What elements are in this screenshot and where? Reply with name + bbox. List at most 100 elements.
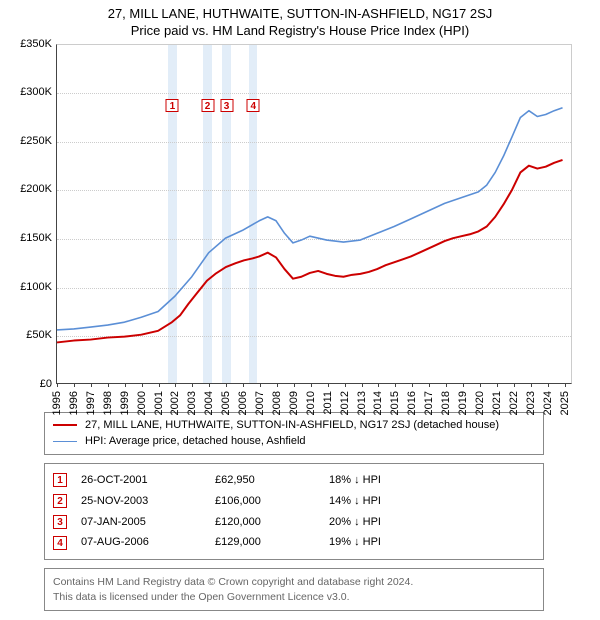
x-axis-label: 2006	[237, 391, 249, 415]
sale-row: 407-AUG-2006£129,00019% ↓ HPI	[53, 532, 535, 553]
sale-price: £106,000	[215, 491, 315, 512]
sale-marker: 3	[220, 99, 233, 112]
x-axis-label: 2007	[254, 391, 266, 415]
x-tick	[142, 383, 143, 387]
x-tick	[277, 383, 278, 387]
footer-line: Contains HM Land Registry data © Crown c…	[53, 575, 535, 589]
footer-line: This data is licensed under the Open Gov…	[53, 590, 535, 604]
x-tick	[565, 383, 566, 387]
y-axis-label: £150K	[12, 232, 52, 244]
sale-diff: 19% ↓ HPI	[329, 532, 535, 553]
y-axis-label: £350K	[12, 38, 52, 50]
x-tick	[429, 383, 430, 387]
series-price_paid	[57, 160, 563, 343]
y-axis-label: £300K	[12, 86, 52, 98]
sale-date: 07-JAN-2005	[81, 512, 201, 533]
y-axis-label: £0	[12, 378, 52, 390]
sale-diff: 18% ↓ HPI	[329, 470, 535, 491]
x-tick	[514, 383, 515, 387]
sale-price: £129,000	[215, 532, 315, 553]
sales-table: 126-OCT-2001£62,95018% ↓ HPI225-NOV-2003…	[44, 463, 544, 561]
sale-diff: 14% ↓ HPI	[329, 491, 535, 512]
x-tick	[378, 383, 379, 387]
x-tick	[531, 383, 532, 387]
x-axis-label: 1995	[51, 391, 63, 415]
series-hpi	[57, 108, 563, 330]
x-tick	[159, 383, 160, 387]
sale-diff: 20% ↓ HPI	[329, 512, 535, 533]
footer: Contains HM Land Registry data © Crown c…	[44, 568, 544, 610]
y-axis-label: £250K	[12, 135, 52, 147]
legend-item: HPI: Average price, detached house, Ashf…	[53, 433, 535, 450]
x-axis-label: 2017	[423, 391, 435, 415]
sale-marker: 4	[247, 99, 260, 112]
plot-area: 1234 19951996199719981999200020012002200…	[56, 44, 572, 384]
x-axis-label: 2022	[508, 391, 520, 415]
sale-price: £120,000	[215, 512, 315, 533]
x-tick	[446, 383, 447, 387]
legend-swatch	[53, 441, 77, 442]
x-axis-label: 2001	[153, 391, 165, 415]
sale-marker: 1	[166, 99, 179, 112]
x-axis-label: 2023	[525, 391, 537, 415]
sale-row: 225-NOV-2003£106,00014% ↓ HPI	[53, 491, 535, 512]
y-axis-label: £50K	[12, 329, 52, 341]
sale-date: 25-NOV-2003	[81, 491, 201, 512]
sale-row: 126-OCT-2001£62,95018% ↓ HPI	[53, 470, 535, 491]
x-tick	[57, 383, 58, 387]
sale-date: 07-AUG-2006	[81, 532, 201, 553]
x-axis-label: 2015	[389, 391, 401, 415]
x-tick	[243, 383, 244, 387]
page-subtitle: Price paid vs. HM Land Registry's House …	[0, 23, 600, 44]
x-tick	[294, 383, 295, 387]
x-axis-label: 2016	[406, 391, 418, 415]
x-axis-label: 2019	[457, 391, 469, 415]
sale-price: £62,950	[215, 470, 315, 491]
x-axis-label: 2024	[542, 391, 554, 415]
chart: £0£50K£100K£150K£200K£250K£300K£350K 123…	[12, 44, 572, 406]
x-axis-label: 2018	[440, 391, 452, 415]
x-tick	[480, 383, 481, 387]
legend-label: 27, MILL LANE, HUTHWAITE, SUTTON-IN-ASHF…	[85, 417, 499, 434]
x-axis-label: 1999	[119, 391, 131, 415]
x-tick	[192, 383, 193, 387]
legend-swatch	[53, 424, 77, 426]
chart-lines	[57, 45, 571, 383]
x-axis-label: 2020	[474, 391, 486, 415]
x-axis-label: 2010	[305, 391, 317, 415]
x-axis-label: 2021	[491, 391, 503, 415]
x-tick	[548, 383, 549, 387]
x-tick	[175, 383, 176, 387]
x-axis-label: 2008	[271, 391, 283, 415]
x-tick	[311, 383, 312, 387]
sale-marker: 2	[201, 99, 214, 112]
x-tick	[74, 383, 75, 387]
x-axis-label: 2013	[356, 391, 368, 415]
page-title: 27, MILL LANE, HUTHWAITE, SUTTON-IN-ASHF…	[0, 0, 600, 23]
x-axis-label: 2011	[322, 391, 334, 415]
y-axis-label: £100K	[12, 281, 52, 293]
x-tick	[226, 383, 227, 387]
sale-marker-icon: 1	[53, 473, 67, 487]
x-tick	[497, 383, 498, 387]
x-axis-label: 2004	[203, 391, 215, 415]
sale-marker-icon: 3	[53, 515, 67, 529]
x-tick	[91, 383, 92, 387]
x-axis-label: 2014	[372, 391, 384, 415]
sale-row: 3 07-JAN-2005 £120,000 20% ↓ HPI	[53, 512, 535, 533]
x-tick	[328, 383, 329, 387]
x-axis-label: 2003	[186, 391, 198, 415]
x-tick	[108, 383, 109, 387]
x-tick	[260, 383, 261, 387]
x-tick	[345, 383, 346, 387]
legend-label: HPI: Average price, detached house, Ashf…	[85, 433, 306, 450]
x-tick	[463, 383, 464, 387]
x-tick	[395, 383, 396, 387]
x-axis-label: 2025	[559, 391, 571, 415]
x-tick	[125, 383, 126, 387]
x-axis-label: 2005	[220, 391, 232, 415]
x-axis-label: 1997	[85, 391, 97, 415]
x-axis-label: 2012	[339, 391, 351, 415]
x-axis-label: 2002	[169, 391, 181, 415]
x-axis-label: 1996	[68, 391, 80, 415]
